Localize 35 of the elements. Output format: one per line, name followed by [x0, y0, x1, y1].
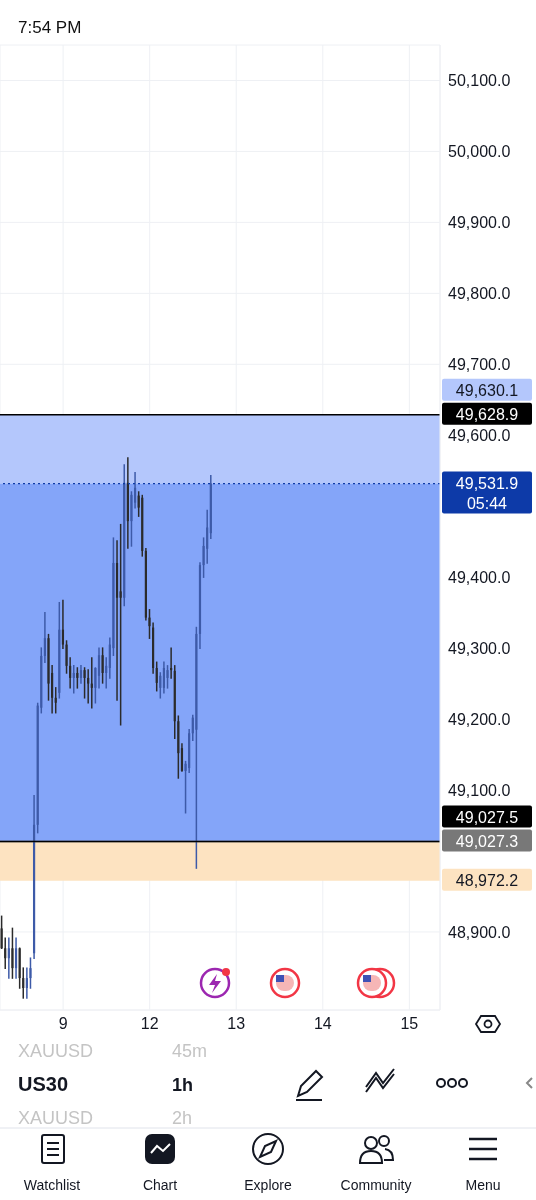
text: 05:44 — [466, 494, 508, 512]
y-tick-label: 48,900.0 — [448, 923, 511, 941]
y-tick-label: 49,300.0 — [448, 639, 511, 657]
text: 45m — [172, 1041, 208, 1061]
text: 2h — [172, 1108, 193, 1128]
y-tick-label: 49,700.0 — [448, 355, 511, 373]
text: XAUUSD — [18, 1108, 94, 1128]
x-tick-label: 15 — [400, 1015, 419, 1033]
x-tick-label: 14 — [313, 1015, 332, 1033]
y-tick-label: 49,100.0 — [448, 781, 511, 799]
ref-line-label: 49,531.9 — [455, 474, 519, 492]
text: US30 — [18, 1073, 69, 1095]
x-tick-label: 13 — [227, 1015, 246, 1033]
y-tick-label: 49,400.0 — [448, 568, 511, 586]
text: XAUUSD — [18, 1041, 94, 1061]
y-tick-label: 49,600.0 — [448, 426, 511, 444]
band-label: 48,972.2 — [455, 871, 519, 889]
text: Chart — [142, 1177, 178, 1193]
y-tick-label: 49,800.0 — [448, 285, 511, 303]
text: Watchlist — [23, 1177, 81, 1193]
y-tick-label: 50,100.0 — [448, 72, 511, 90]
y-tick-label: 49,200.0 — [448, 710, 511, 728]
text: Explore — [244, 1177, 292, 1193]
text: 1h — [172, 1075, 194, 1095]
y-tick-label: 49,900.0 — [448, 214, 511, 232]
text: 7:54 PM — [18, 18, 82, 37]
x-tick-label: 12 — [140, 1015, 159, 1033]
y-tick-label: 50,000.0 — [448, 143, 511, 161]
x-tick-label: 9 — [58, 1015, 68, 1033]
text: Menu — [465, 1177, 501, 1193]
ref-line-label: 49,027.5 — [455, 808, 519, 826]
band-label: 49,630.1 — [455, 381, 519, 399]
ref-line-label: 49,628.9 — [455, 405, 519, 423]
text: Community — [340, 1177, 412, 1193]
ref-line-label: 49,027.3 — [455, 832, 519, 850]
